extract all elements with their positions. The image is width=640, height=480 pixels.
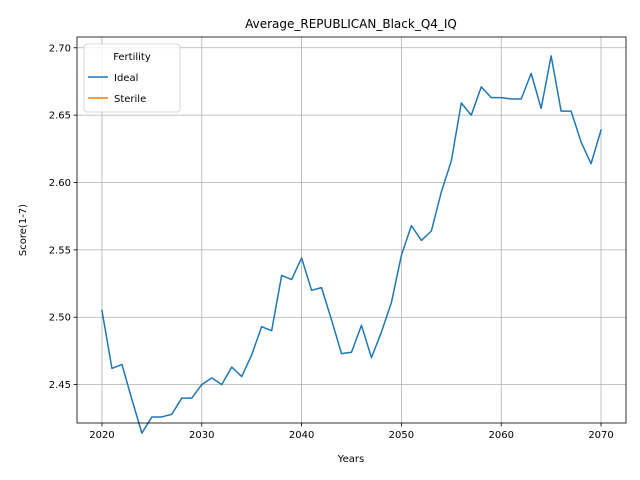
legend-box [83, 43, 181, 113]
x-tick-label: 2020 [89, 430, 114, 441]
y-tick-label: 2.60 [49, 178, 71, 189]
plot-frame [76, 36, 627, 424]
grid [77, 37, 626, 423]
chart-title: Average_REPUBLICAN_Black_Q4_IQ [245, 17, 457, 31]
y-tick-label: 2.45 [49, 380, 71, 391]
x-axis-label: Years [337, 454, 364, 465]
x-axis-ticks: 2020 2030 2040 2050 2060 2070 [89, 423, 614, 441]
y-tick-label: 2.65 [49, 111, 71, 122]
y-axis-ticks: 2.45 2.50 2.55 2.60 2.65 2.70 [49, 43, 77, 391]
y-axis-label: Score(1-7) [18, 204, 29, 256]
y-tick-label: 2.70 [49, 43, 71, 54]
x-tick-label: 2030 [189, 430, 214, 441]
legend-label-sterile: Sterile [114, 94, 146, 105]
series-line-ideal [101, 55, 602, 434]
x-tick-label: 2070 [588, 430, 613, 441]
legend-label-ideal: Ideal [114, 73, 138, 84]
series-lines [101, 55, 602, 434]
x-tick-label: 2060 [489, 430, 514, 441]
x-tick-label: 2040 [289, 430, 314, 441]
x-tick-label: 2050 [389, 430, 414, 441]
legend: Fertility Ideal Sterile [83, 43, 181, 113]
y-tick-label: 2.50 [49, 313, 71, 324]
y-tick-label: 2.55 [49, 245, 71, 256]
legend-title: Fertility [113, 52, 151, 63]
